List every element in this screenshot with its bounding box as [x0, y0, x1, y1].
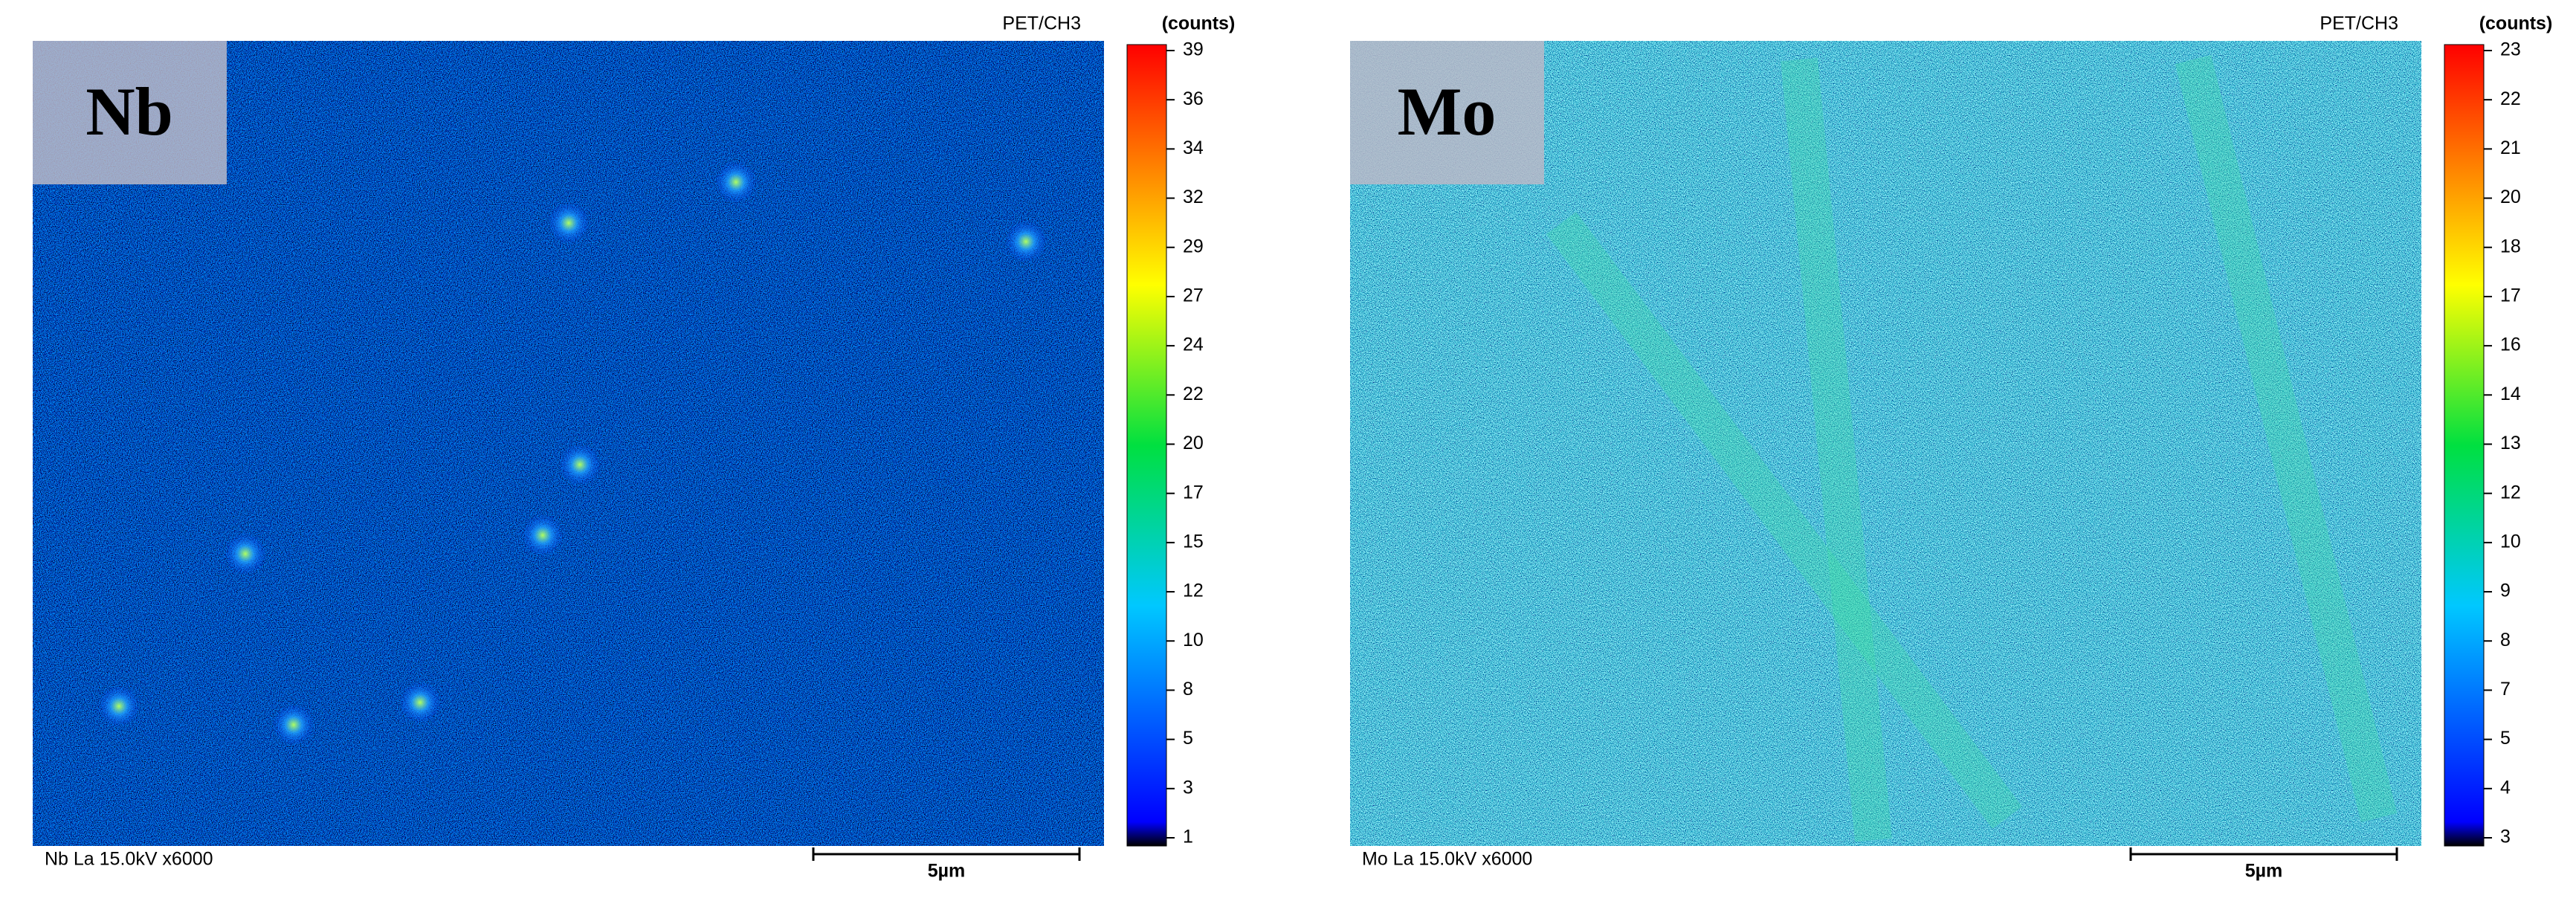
label-box — [33, 41, 227, 184]
scale-bar-label: 5µm — [2245, 861, 2283, 882]
mo-streak — [2175, 55, 2398, 822]
hot-spot — [399, 682, 441, 723]
color-bar — [2444, 44, 2485, 847]
hot-spot — [98, 685, 140, 727]
color-tick-label: 12 — [1183, 581, 1204, 601]
color-tick-label: 4 — [2500, 777, 2511, 798]
element-label: Mo — [1398, 74, 1497, 149]
color-tick-label: 17 — [2500, 285, 2521, 306]
footer: Nb La 15.0kV x6000 — [45, 849, 213, 870]
channel-label: PET/CH3 — [1002, 13, 1081, 34]
color-tick-label: 17 — [1183, 482, 1204, 503]
hot-spot — [715, 161, 757, 203]
color-tick-label: 9 — [2500, 581, 2511, 601]
channel-label: PET/CH3 — [2320, 13, 2398, 34]
color-tick-label: 24 — [1183, 335, 1204, 355]
color-tick-label: 12 — [2500, 482, 2521, 503]
hot-spot — [522, 514, 564, 556]
color-tick-label: 8 — [1183, 679, 1193, 700]
color-tick-label: 7 — [2500, 679, 2511, 700]
color-tick-label: 34 — [1183, 138, 1204, 158]
color-tick-label: 32 — [1183, 187, 1204, 207]
color-tick-label: 10 — [1183, 630, 1204, 650]
color-bar — [1126, 44, 1167, 847]
color-tick-label: 16 — [2500, 335, 2521, 355]
color-tick-label: 3 — [2500, 827, 2511, 847]
element-label: Nb — [85, 74, 173, 149]
color-tick-label: 23 — [2500, 39, 2521, 60]
footer: Mo La 15.0kV x6000 — [1362, 849, 1532, 870]
units-label: (counts) — [1162, 13, 1236, 34]
hot-spot — [273, 704, 314, 746]
hot-spot — [1005, 221, 1047, 262]
color-tick-label: 13 — [2500, 433, 2521, 453]
panel: Mo PET/CH3 (counts) 23 22 21 20 18 17 16 14 13 12 10 9… — [1350, 13, 2552, 882]
mo-streak — [1781, 57, 1892, 842]
hot-spot — [225, 533, 266, 575]
scale-bar-label: 5µm — [928, 861, 966, 882]
color-tick-label: 5 — [2500, 728, 2511, 749]
color-tick-label: 29 — [1183, 236, 1204, 256]
color-tick-label: 36 — [1183, 88, 1204, 109]
color-tick-label: 10 — [2500, 531, 2521, 552]
color-tick-label: 20 — [2500, 187, 2521, 207]
mo-streak — [1546, 212, 2022, 829]
color-tick-label: 8 — [2500, 630, 2511, 650]
color-tick-label: 22 — [2500, 88, 2521, 109]
color-tick-label: 20 — [1183, 433, 1204, 453]
color-tick-label: 22 — [1183, 384, 1204, 404]
units-label: (counts) — [2479, 13, 2553, 34]
color-tick-label: 39 — [1183, 39, 1204, 60]
hot-spot — [559, 444, 601, 485]
hot-spot — [548, 202, 590, 244]
label-box — [1350, 41, 1544, 184]
color-tick-label: 1 — [1183, 827, 1193, 847]
color-tick-label: 3 — [1183, 777, 1193, 798]
color-tick-label: 14 — [2500, 384, 2521, 404]
color-tick-label: 27 — [1183, 285, 1204, 306]
color-tick-label: 18 — [2500, 236, 2521, 256]
color-tick-label: 5 — [1183, 728, 1193, 749]
color-tick-label: 15 — [1183, 531, 1204, 552]
color-tick-label: 21 — [2500, 138, 2521, 158]
